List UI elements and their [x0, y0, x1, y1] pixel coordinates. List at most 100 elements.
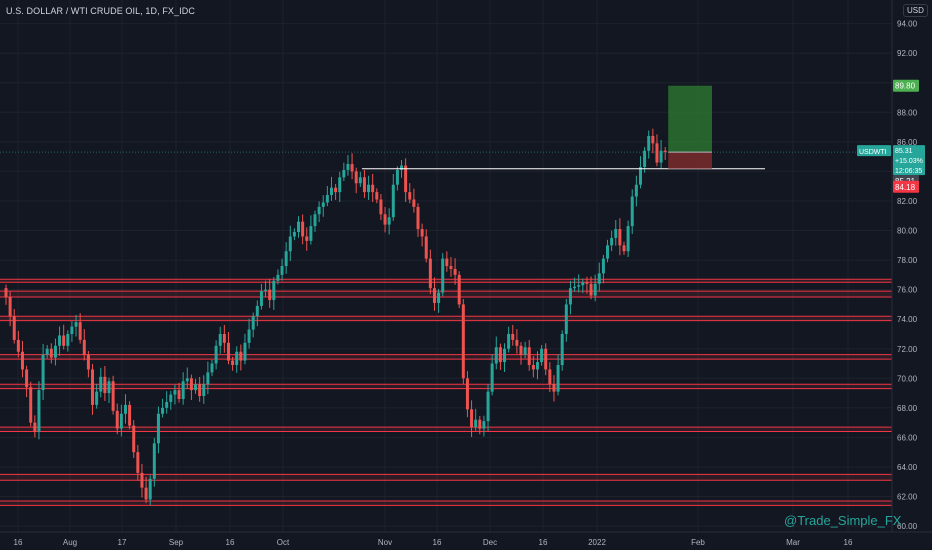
candle-body	[614, 229, 618, 238]
candle-body	[395, 169, 399, 185]
candle-body	[62, 335, 66, 346]
candle-body	[449, 266, 453, 269]
candle-body	[218, 333, 222, 346]
candle-body	[226, 342, 230, 361]
candle-body	[655, 143, 659, 163]
time-tick-label: 16	[539, 538, 548, 547]
candle-body	[362, 177, 366, 193]
candle-body	[82, 339, 86, 355]
candle-body	[416, 206, 420, 230]
candle-body	[523, 347, 527, 355]
candle-body	[292, 232, 296, 237]
candle-body	[91, 369, 95, 405]
time-axis[interactable]: 16 Aug 17 Sep 16 Oct Nov 16 Dec 16 2022 Feb Mar 16	[0, 531, 932, 547]
candle-body	[482, 421, 486, 429]
candle-body	[564, 304, 568, 334]
trade-overlay	[0, 85, 892, 170]
candle-body	[585, 282, 589, 284]
stop-price-label-bg	[893, 180, 919, 193]
candle-body	[610, 237, 614, 246]
watermark: @Trade_Simple_FX	[784, 513, 902, 528]
candle-body	[577, 285, 581, 287]
candle-body	[169, 394, 173, 402]
price-tick-label: 66.00	[897, 433, 918, 442]
candle-body	[78, 322, 82, 340]
candle-body	[4, 288, 8, 298]
price-tick-label: 94.00	[897, 20, 918, 29]
candle-body	[136, 452, 140, 473]
candle-body	[663, 150, 667, 153]
candle-body	[16, 339, 20, 352]
candle-body	[638, 166, 642, 185]
candle-body	[288, 236, 292, 252]
time-tick-label: 16	[844, 538, 853, 547]
candle-body	[606, 245, 610, 259]
candle-body	[259, 291, 263, 306]
candle-body	[634, 184, 638, 197]
candle-body	[53, 345, 57, 358]
time-tick-label: Nov	[378, 538, 392, 547]
last-price-block	[893, 145, 925, 176]
time-tick-label: 16	[14, 538, 23, 547]
candle-body	[144, 487, 148, 500]
time-tick-label: 16	[433, 538, 442, 547]
candle-body	[531, 365, 535, 370]
candle-body	[214, 345, 218, 364]
candles	[4, 128, 667, 506]
candle-body	[519, 345, 523, 355]
candle-body	[33, 422, 37, 432]
candle-body	[276, 274, 280, 281]
time-tick-label: 2022	[588, 538, 606, 547]
candle-body	[424, 236, 428, 259]
candle-body	[412, 199, 416, 207]
candle-body	[350, 164, 354, 172]
candle-body	[12, 316, 16, 340]
candle-body	[486, 391, 490, 422]
price-tick-label: 64.00	[897, 463, 918, 472]
currency-button[interactable]: USD	[903, 4, 928, 17]
time-tick-label: Oct	[277, 538, 290, 547]
time-tick-label: Aug	[63, 538, 77, 547]
candle-body	[45, 348, 49, 355]
candle-body	[235, 351, 239, 366]
candle-body	[321, 202, 325, 207]
candle-body	[428, 258, 432, 289]
candle-body	[148, 478, 152, 500]
candle-body	[119, 413, 123, 429]
candle-body	[264, 289, 268, 292]
price-tick-label: 92.00	[897, 49, 918, 58]
candle-body	[498, 347, 502, 363]
candle-body	[280, 266, 284, 275]
candle-body	[185, 378, 189, 382]
candle-body	[507, 333, 511, 349]
price-tick-label: 62.00	[897, 493, 918, 502]
candle-body	[470, 409, 474, 428]
candle-body	[379, 199, 383, 215]
candle-body	[408, 192, 412, 200]
candle-body	[58, 335, 62, 346]
chart-grid	[0, 0, 892, 532]
candle-body	[99, 376, 103, 392]
candle-body	[511, 333, 515, 340]
candle-body	[515, 339, 519, 346]
candle-body	[325, 195, 329, 203]
candle-body	[255, 305, 259, 317]
candle-body	[284, 251, 288, 266]
candle-body	[272, 280, 276, 300]
candle-body	[420, 229, 424, 237]
candle-body	[74, 322, 78, 327]
target-price-label: 89.80	[895, 82, 916, 91]
candle-body	[383, 214, 387, 225]
time-tick-label: Mar	[786, 538, 800, 547]
candle-body	[86, 354, 90, 370]
candle-body	[568, 288, 572, 305]
candle-body	[20, 351, 24, 370]
candle-body	[156, 413, 160, 444]
candle-body	[338, 177, 342, 193]
candle-body	[37, 390, 41, 432]
price-axis[interactable]: 94.0092.0090.0088.0086.0084.0082.0080.00…	[857, 0, 932, 550]
candle-body	[25, 369, 29, 388]
candle-body	[103, 376, 107, 394]
candle-body	[622, 245, 626, 252]
